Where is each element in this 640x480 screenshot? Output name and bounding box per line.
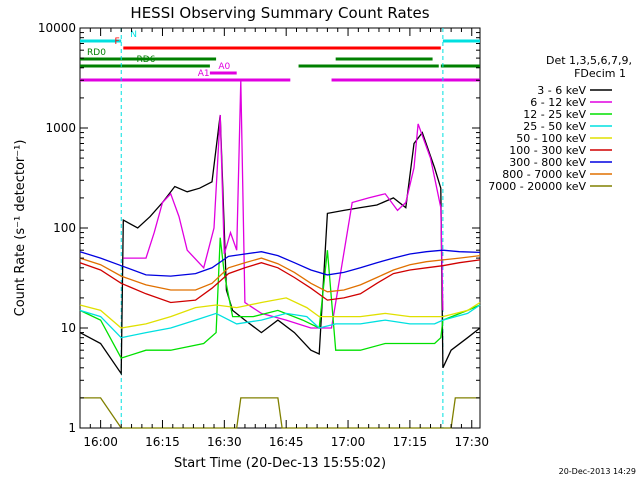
y-tick-label: 10: [61, 321, 76, 335]
legend-label: 100 - 300 keV: [509, 144, 586, 157]
legend-label: 3 - 6 keV: [537, 84, 586, 97]
x-tick-label: 16:00: [83, 435, 118, 449]
flag-label-a1: A1: [198, 69, 210, 79]
series-line: [79, 237, 481, 359]
footer-date: 20-Dec-2013 14:29: [559, 467, 636, 476]
y-tick-label: 100: [53, 221, 76, 235]
x-tick-label: 17:15: [393, 435, 428, 449]
series-line: [79, 304, 481, 339]
y-axis-label: Count Rate (s⁻¹ detector⁻¹): [13, 140, 28, 317]
flag-label-a0: A0: [218, 62, 230, 72]
x-tick-label: 17:30: [454, 435, 489, 449]
series-line: [79, 254, 481, 293]
flag-label-n: N: [130, 30, 137, 40]
x-tick-label: 16:45: [269, 435, 304, 449]
x-tick-label: 16:15: [145, 435, 180, 449]
series-line: [79, 297, 481, 329]
legend-label: 300 - 800 keV: [509, 156, 586, 169]
y-tick-label: 1000: [45, 121, 76, 135]
plot-border: [79, 27, 481, 429]
x-tick-label: 16:30: [207, 435, 242, 449]
legend-label: 50 - 100 keV: [516, 132, 586, 145]
x-tick-label: 17:00: [331, 435, 366, 449]
y-tick-label: 1: [68, 421, 76, 435]
legend-label: 25 - 50 keV: [523, 120, 586, 133]
flag-label-rd0: RD0: [87, 48, 106, 58]
night-markers: [120, 28, 444, 428]
x-axis-label: Start Time (20-Dec-13 15:55:02): [174, 456, 386, 471]
series-line: [80, 397, 480, 429]
series-lines: [79, 80, 481, 429]
axis-ticks: 16:00 16:15 16:30 16:45 17:00 17:15 17:30 1 10 10…: [38, 21, 489, 449]
flag-label-rd6: RD6: [137, 55, 156, 65]
chart-title: HESSI Observing Summary Count Rates: [130, 4, 429, 22]
legend-label: 12 - 25 keV: [523, 108, 586, 121]
legend-title-line1: Det 1,3,5,6,7,9,: [546, 54, 632, 67]
plot-area: [79, 27, 481, 429]
legend-label: 7000 - 20000 keV: [488, 180, 586, 193]
flag-label-f: F: [115, 37, 120, 47]
observing-flags: NF RD0 RD6 A0 A1: [80, 30, 480, 82]
legend-label: 6 - 12 keV: [530, 96, 586, 109]
series-line: [79, 114, 481, 376]
y-tick-label: 10000: [38, 21, 76, 35]
legend-label: 800 - 7000 keV: [502, 168, 586, 181]
series-line: [79, 249, 481, 277]
series-line: [123, 80, 444, 329]
legend-title-line2: FDecim 1: [574, 67, 626, 80]
series-line: [79, 259, 481, 304]
